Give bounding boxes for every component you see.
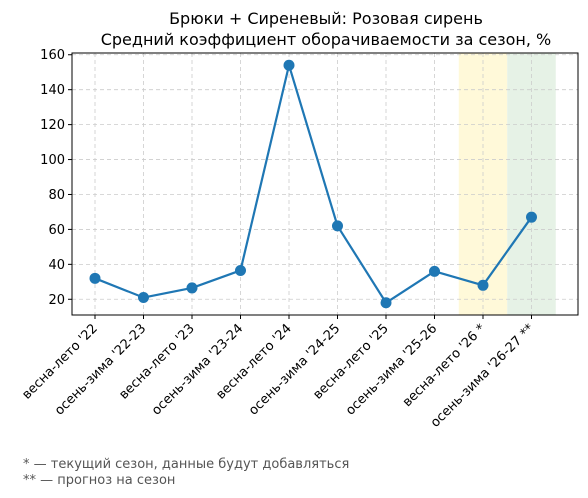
highlight-band-0	[458, 53, 508, 315]
chart-subtitle: Средний коэффициент оборачиваемости за с…	[101, 30, 552, 49]
data-point	[89, 272, 101, 284]
y-tick-label: 80	[48, 188, 65, 203]
data-point	[332, 220, 343, 232]
series-line-group	[89, 59, 537, 309]
footnote-current-season: * — текущий сезон, данные будут добавлят…	[23, 457, 350, 472]
x-tick-label: осень-зима '25-26	[343, 321, 440, 418]
data-point	[186, 282, 198, 294]
data-point	[429, 265, 440, 277]
x-tick-label: весна-лето '26 *	[400, 321, 489, 410]
y-tick-label: 100	[40, 153, 65, 168]
y-tick-label: 40	[48, 258, 65, 273]
series-line	[94, 64, 533, 304]
x-tick-label: осень-зима '23-24	[149, 321, 246, 418]
y-tick-label: 120	[40, 118, 65, 133]
data-point	[477, 279, 489, 291]
x-tick-label: осень-зима '22-23	[52, 321, 149, 418]
x-tick-label: осень-зима '24-25	[246, 321, 343, 418]
y-axis: 20 40 60 80 100 120 140 160	[40, 48, 72, 308]
plot-frame	[71, 52, 579, 316]
y-tick-label: 140	[40, 83, 65, 98]
data-point	[380, 297, 392, 309]
chart-title: Брюки + Сиреневый: Розовая сирень	[169, 9, 483, 28]
highlight-bands	[458, 53, 556, 315]
data-point	[138, 292, 149, 304]
highlight-band-1	[507, 53, 556, 315]
y-tick-label: 20	[48, 293, 65, 308]
y-tick-label: 60	[48, 223, 65, 238]
footnote-forecast: ** — прогноз на сезон	[23, 473, 176, 488]
y-tick-label: 160	[40, 48, 65, 63]
data-point	[526, 211, 537, 223]
data-point	[235, 264, 246, 276]
data-point	[283, 59, 295, 71]
